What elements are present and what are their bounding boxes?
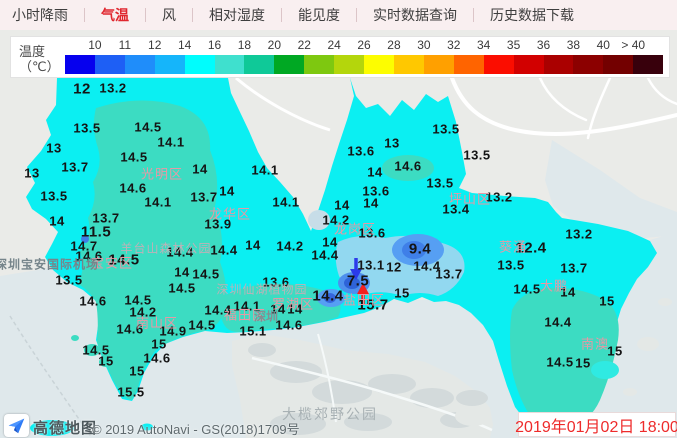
legend-color-swatch: 20	[244, 38, 281, 74]
legend-tick: 34	[477, 38, 491, 52]
temp-rise-arrow-icon	[357, 283, 369, 305]
legend-title-line1: 温度	[19, 44, 46, 59]
nav-item-label: 风	[162, 7, 176, 23]
legend-tick: 16	[207, 38, 222, 52]
nav-item-label: 历史数据下载	[490, 7, 574, 23]
temperature-legend: 温度 （℃） 10 11 12 14 16 18 20 22 24 26 28 30 32 34 35 36 3…	[10, 36, 670, 78]
legend-tick: 32	[447, 38, 461, 52]
legend-color-swatch: 40	[573, 38, 610, 74]
legend-title: 温度 （℃）	[19, 44, 61, 74]
legend-color-swatch: 24	[304, 38, 341, 74]
cold-region	[81, 234, 619, 379]
legend-color-swatch: 26	[334, 38, 371, 74]
top-nav: 小时降雨 气温 风 相对湿度 能见度 实时数据查询 历史数据下载	[0, 0, 677, 30]
legend-tick: 22	[297, 38, 311, 52]
nav-item-7[interactable]: 历史数据下载	[457, 5, 574, 25]
nav-item-2[interactable]: 气温	[68, 5, 129, 25]
legend-tick: 11	[118, 38, 132, 52]
legend-color-swatch: 38	[543, 38, 580, 74]
legend-color-swatch: 14	[154, 38, 191, 74]
amap-logo[interactable]	[4, 414, 29, 437]
legend-color-swatch: 28	[364, 38, 401, 74]
legend-tick: > 40	[621, 38, 646, 52]
nav-item-3[interactable]: 风	[129, 5, 176, 25]
legend-color-swatch: > 40	[603, 38, 645, 74]
nav-item-6[interactable]: 实时数据查询	[340, 5, 457, 25]
paper-plane-icon	[8, 418, 25, 434]
legend-tick: 26	[357, 38, 371, 52]
datetime-badge: 2019年01月02日 18:00	[515, 412, 677, 437]
legend-tick: 24	[327, 38, 341, 52]
temp-drop-arrow-icon	[350, 258, 362, 280]
legend-color-swatch: 18	[214, 38, 251, 74]
legend-tick: 38	[566, 38, 581, 52]
legend-color-swatch: 36	[513, 38, 550, 74]
legend-tick: 14	[177, 38, 192, 52]
nav-item-label: 能见度	[298, 7, 340, 23]
map-copyright: © 2019 AutoNavi - GS(2018)1709号	[92, 422, 300, 437]
legend-color-swatch: 11	[94, 38, 131, 74]
nav-item-label: 气温	[101, 7, 129, 23]
amap-brand: 高德地图	[33, 420, 98, 437]
nav-item-1[interactable]: 小时降雨	[12, 5, 68, 25]
legend-title-line2: （℃）	[19, 59, 60, 74]
reservoir-lake	[308, 210, 330, 230]
legend-color-swatch: 22	[274, 38, 311, 74]
islands-layer	[455, 298, 672, 433]
nav-item-label: 相对湿度	[209, 7, 265, 23]
legend-color-swatch: 30	[393, 38, 431, 74]
legend-tick: 18	[237, 38, 252, 52]
nav-item-5[interactable]: 能见度	[265, 5, 340, 25]
legend-color-swatch: 10	[65, 38, 102, 74]
legend-tick: 30	[417, 38, 431, 52]
nav-item-label: 小时降雨	[12, 7, 68, 23]
legend-tick: 35	[506, 38, 521, 52]
nav-item-label: 实时数据查询	[373, 7, 457, 23]
legend-color-scale: 10 11 12 14 16 18 20 22 24 26 28 30 32 34 35 36 38 40 > 40	[65, 38, 664, 74]
legend-tick: 36	[536, 38, 551, 52]
legend-color-swatch: 34	[453, 38, 490, 74]
legend-tick: 28	[387, 38, 401, 52]
legend-color-swatch: 35	[483, 38, 520, 74]
islet-blobs	[30, 420, 153, 436]
legend-tick: 20	[267, 38, 282, 52]
legend-color-swatch: 16	[184, 38, 221, 74]
legend-color-swatch	[633, 55, 664, 74]
legend-tick: 40	[596, 38, 610, 52]
warm-region	[71, 100, 619, 430]
legend-color-swatch: 12	[124, 38, 161, 74]
dongguan-wedge	[228, 76, 354, 231]
legend-tick: 12	[148, 38, 162, 52]
nav-item-4[interactable]: 相对湿度	[176, 5, 265, 25]
legend-tick: 10	[88, 38, 102, 52]
legend-color-swatch: 32	[423, 38, 460, 74]
